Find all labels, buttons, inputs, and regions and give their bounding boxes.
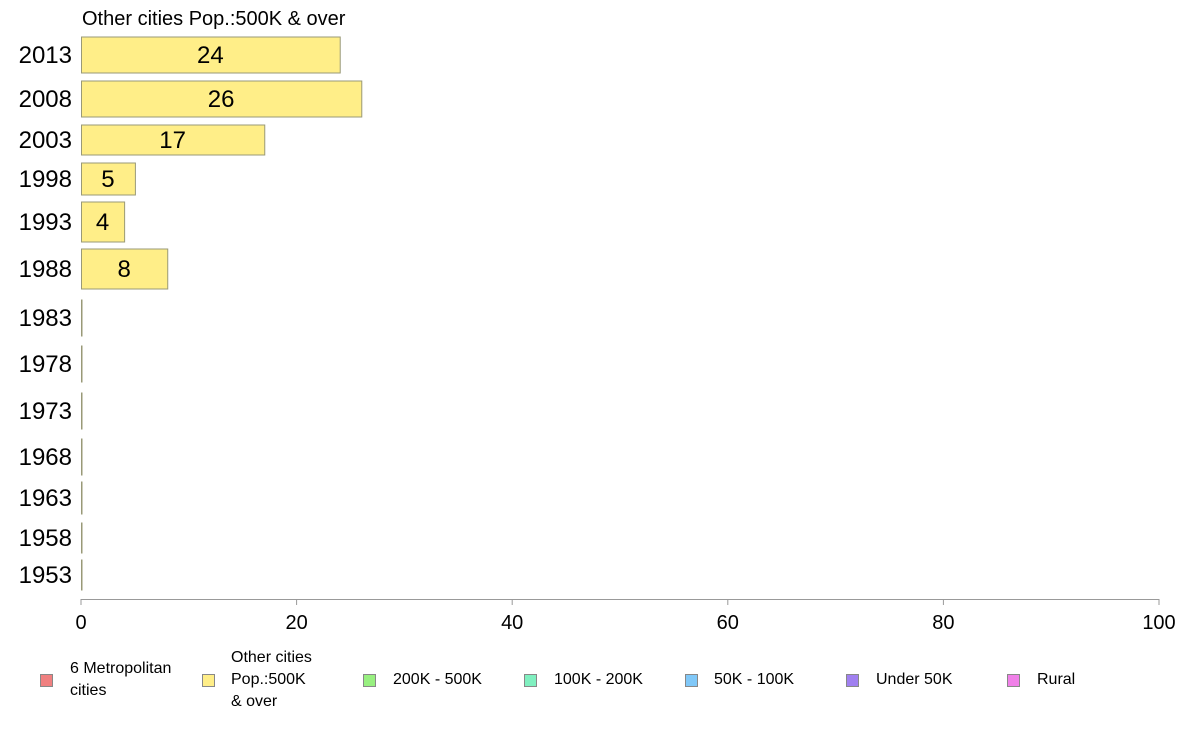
legend-label: 100K - 200K: [554, 671, 643, 688]
y-tick-label: 1968: [19, 444, 72, 471]
y-tick-label: 1988: [19, 256, 72, 283]
data-label: 17: [159, 127, 186, 154]
bar: [81, 559, 83, 591]
bars-group: 2013 24 2008 26 2003 17 1998 5 1993 4 1988 8 1983 197…: [19, 36, 363, 591]
legend-label: 200K - 500K: [393, 671, 482, 688]
y-tick-label: 2013: [19, 42, 72, 69]
legend-swatch: [363, 674, 376, 687]
x-tick-label: 20: [285, 612, 307, 634]
bar: [81, 299, 83, 337]
chart-title: Other cities Pop.:500K & over: [82, 8, 346, 30]
x-tick-label: 100: [1142, 612, 1175, 634]
bar: [81, 201, 126, 243]
legend-label: 50K - 100K: [714, 671, 795, 688]
bar: [81, 80, 363, 118]
legend-swatch: [202, 674, 215, 687]
x-tick-label: 0: [75, 612, 86, 634]
legend-label: Rural: [1037, 671, 1076, 688]
bar: [81, 162, 136, 196]
bar: [81, 36, 341, 74]
y-tick-label: 2008: [19, 86, 72, 113]
data-label: 8: [117, 256, 130, 283]
bar: [81, 248, 169, 290]
y-tick-label: 2003: [19, 127, 72, 154]
legend-swatch: [685, 674, 698, 687]
x-tick-label: 40: [501, 612, 523, 634]
legend-swatch: [40, 674, 53, 687]
bar: [81, 481, 83, 515]
legend-label: 6 Metropolitan cities: [70, 660, 172, 699]
x-tick-label: 60: [717, 612, 739, 634]
y-tick-label: 1983: [19, 305, 72, 332]
x-axis: 0 20 40 60 80 100: [75, 599, 1176, 634]
y-tick-label: 1993: [19, 209, 72, 236]
bar: [81, 392, 83, 430]
data-label: 24: [197, 42, 224, 69]
bar: [81, 438, 83, 476]
y-tick-label: 1998: [19, 166, 72, 193]
bar: [81, 345, 83, 383]
y-tick-label: 1963: [19, 485, 72, 512]
bar: [81, 522, 83, 554]
x-tick-label: 80: [932, 612, 954, 634]
legend-swatch: [1007, 674, 1020, 687]
legend-swatch: [524, 674, 537, 687]
data-label: 4: [96, 209, 109, 236]
y-tick-label: 1978: [19, 351, 72, 378]
legend: 6 Metropolitan cities Other cities Pop.:5…: [0, 646, 1188, 726]
legend-label: Other cities Pop.:500K & over: [231, 649, 312, 710]
y-tick-label: 1958: [19, 525, 72, 552]
legend-label: Under 50K: [876, 671, 953, 688]
bar: [81, 124, 266, 156]
legend-swatch: [846, 674, 859, 687]
data-label: 5: [101, 166, 114, 193]
y-tick-label: 1973: [19, 398, 72, 425]
y-tick-label: 1953: [19, 562, 72, 589]
data-label: 26: [208, 86, 235, 113]
